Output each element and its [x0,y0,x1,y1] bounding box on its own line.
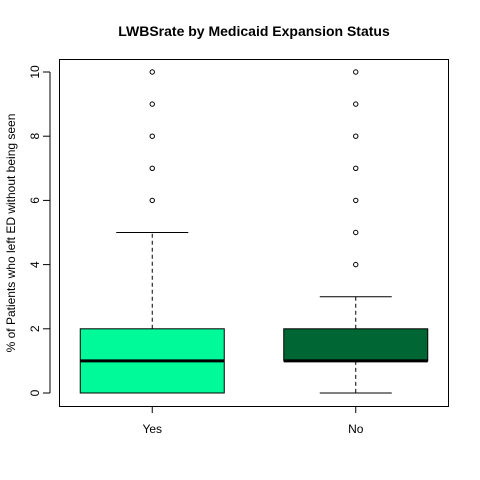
chart-title: LWBSrate by Medicaid Expansion Status [118,23,390,39]
plot-frame [59,59,449,407]
y-tick-label-10: 10 [28,65,42,79]
outlier-point-yes [149,197,155,204]
outlier-point-no [353,101,359,107]
outlier-point-no [353,197,359,204]
y-tick-label-2: 2 [28,325,42,332]
outlier-point-yes [149,133,155,139]
box-body-no [283,328,429,362]
y-tick-label-8: 8 [28,133,42,140]
x-tick-label-yes: Yes [142,422,162,436]
box-yes [79,69,225,394]
outlier-point-no [353,133,359,139]
boxes [79,69,429,394]
x-ticks: Yes No [142,406,364,436]
outlier-point-no [353,229,359,236]
box-no [283,69,429,394]
outlier-point-no [353,261,359,268]
outlier-point-yes [149,101,155,107]
outlier-point-no [353,69,359,75]
y-tick-label-0: 0 [28,389,42,396]
outlier-point-yes [149,69,155,75]
y-tick-label-4: 4 [28,261,42,268]
y-tick-label-6: 6 [28,197,42,204]
y-axis: 0 2 4 6 8 10 [28,65,51,396]
outlier-point-no [353,165,359,172]
y-ticks: 0 2 4 6 8 10 [28,65,50,396]
outlier-point-yes [149,165,155,172]
y-axis-label: % of Patients who left ED without being … [4,114,18,353]
x-tick-label-no: No [348,422,364,436]
